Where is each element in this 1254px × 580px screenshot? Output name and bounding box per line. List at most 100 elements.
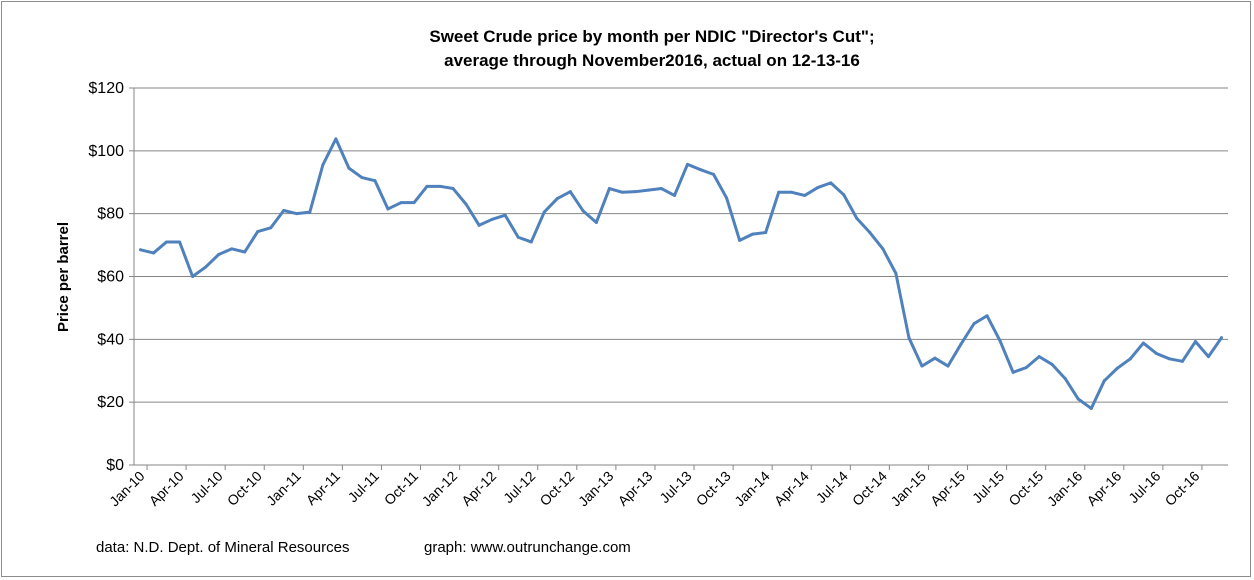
data-point — [907, 336, 911, 340]
y-tick-label: $40 — [97, 331, 124, 348]
data-point — [712, 172, 716, 176]
data-point — [816, 186, 820, 190]
data-point — [777, 190, 781, 194]
x-tick-label: Jul-15 — [969, 468, 1007, 506]
data-point — [1141, 341, 1145, 345]
x-tick-label: Jul-10 — [187, 468, 225, 506]
data-point — [399, 201, 403, 205]
x-tick-label: Apr-12 — [458, 468, 499, 509]
data-point — [451, 187, 455, 191]
series-line-sweet-crude — [139, 137, 1223, 410]
gridlines — [134, 87, 1228, 403]
data-point — [1219, 336, 1223, 340]
data-point — [659, 187, 663, 191]
data-point — [725, 196, 729, 200]
data-point — [217, 253, 221, 257]
data-point — [516, 235, 520, 239]
data-point — [686, 162, 690, 166]
data-point — [152, 251, 156, 255]
series-points — [139, 137, 1223, 410]
data-point — [607, 187, 611, 191]
data-point — [334, 137, 338, 141]
data-point — [1102, 379, 1106, 383]
x-tick-label: Oct-13 — [693, 468, 734, 509]
data-point — [178, 240, 182, 244]
footer-source: data: N.D. Dept. of Mineral Resources — [96, 539, 349, 556]
data-point — [425, 184, 429, 188]
data-point — [594, 220, 598, 224]
data-point — [542, 210, 546, 214]
x-tick-label: Apr-15 — [927, 468, 968, 509]
y-tick-label: $120 — [88, 80, 124, 97]
y-tick-label: $60 — [97, 269, 124, 286]
data-point — [633, 190, 637, 194]
x-tick-label: Apr-10 — [146, 468, 187, 509]
data-point — [1193, 340, 1197, 344]
x-tick-label: Apr-16 — [1083, 468, 1124, 509]
data-point — [412, 201, 416, 205]
data-point — [269, 226, 273, 230]
x-tick-label: Apr-13 — [615, 468, 656, 509]
data-point — [568, 190, 572, 194]
data-point — [764, 231, 768, 235]
data-point — [985, 314, 989, 318]
x-tick-label: Oct-14 — [849, 468, 890, 509]
data-point — [1024, 366, 1028, 370]
data-point — [1037, 355, 1041, 359]
data-point — [165, 240, 169, 244]
data-point — [646, 188, 650, 192]
data-point — [1063, 377, 1067, 381]
x-tick-label: Jan-11 — [263, 468, 304, 509]
x-tick-label: Jan-15 — [887, 468, 929, 510]
data-point — [360, 176, 364, 180]
data-point — [230, 247, 234, 251]
data-point — [855, 216, 859, 220]
x-tick-label: Apr-14 — [771, 468, 812, 509]
data-point — [1154, 351, 1158, 355]
data-point — [282, 209, 286, 213]
chart-title-line-1: Sweet Crude price by month per NDIC "Dir… — [429, 27, 874, 46]
x-tick-label: Oct-11 — [381, 468, 421, 508]
data-point — [751, 232, 755, 236]
x-tick-label: Jan-16 — [1044, 468, 1086, 510]
data-point — [1115, 366, 1119, 370]
data-point — [464, 202, 468, 206]
data-point — [1050, 362, 1054, 366]
y-axis-ticks: $0 $20 $40 $60 $80 $100 $120 — [88, 80, 134, 474]
x-tick-label: Jan-13 — [575, 468, 617, 510]
x-tick-label: Jul-16 — [1125, 468, 1163, 506]
x-tick-label: Jul-13 — [656, 468, 694, 506]
data-point — [933, 356, 937, 360]
data-point — [894, 271, 898, 275]
data-point — [803, 193, 807, 197]
y-axis-label: Price per barrel — [55, 222, 72, 332]
data-point — [790, 190, 794, 194]
data-point — [204, 265, 208, 269]
data-point — [555, 197, 559, 201]
y-tick-label: $80 — [97, 206, 124, 223]
data-point — [998, 339, 1002, 343]
data-point — [1206, 355, 1210, 359]
data-point — [308, 210, 312, 214]
data-point — [1076, 397, 1080, 401]
data-point — [699, 168, 703, 172]
y-tick-label: $20 — [97, 394, 124, 411]
data-point — [842, 193, 846, 197]
data-point — [581, 209, 585, 213]
data-point — [438, 184, 442, 188]
data-point — [946, 364, 950, 368]
data-point — [881, 247, 885, 251]
chart-title-line-2: average through November2016, actual on … — [444, 51, 860, 70]
x-tick-label: Oct-12 — [536, 468, 577, 509]
data-point — [1180, 359, 1184, 363]
data-point — [738, 238, 742, 242]
x-tick-label: Jan-12 — [419, 468, 461, 510]
data-point — [1128, 357, 1132, 361]
data-point — [1089, 406, 1093, 410]
y-tick-label: $0 — [106, 457, 124, 474]
data-point — [347, 166, 351, 170]
x-tick-label: Oct-16 — [1162, 468, 1203, 509]
